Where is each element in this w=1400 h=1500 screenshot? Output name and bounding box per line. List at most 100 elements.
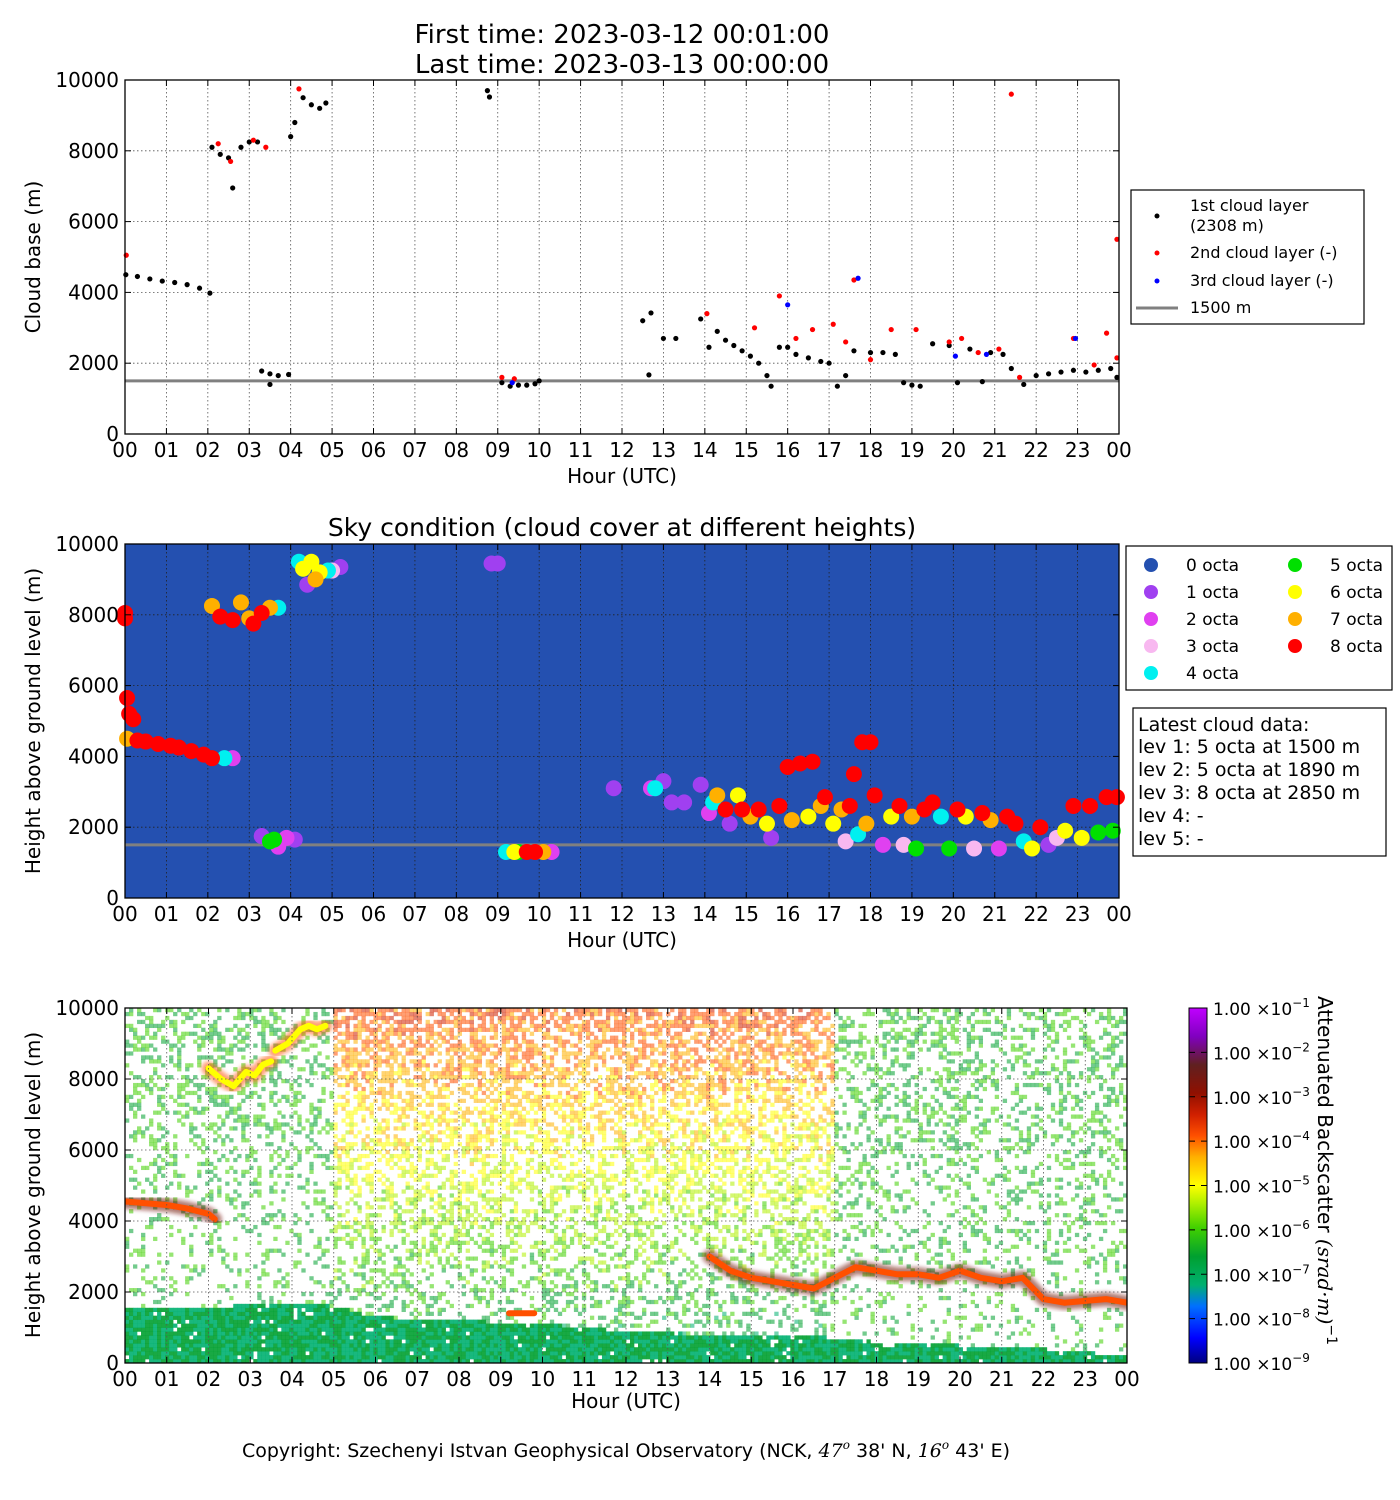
backscatter-cell: [501, 1106, 507, 1111]
backscatter-cell: [529, 1331, 535, 1336]
backscatter-cell: [349, 1157, 354, 1163]
backscatter-cell: [233, 1217, 238, 1222]
backscatter-cell: [133, 1169, 138, 1174]
backscatter-cell: [201, 1315, 206, 1320]
backscatter-cell: [313, 1043, 318, 1048]
backscatter-cell: [157, 1126, 162, 1131]
backscatter-cell: [197, 1272, 202, 1277]
backscatter-cell: [353, 1236, 358, 1242]
backscatter-cell: [421, 1335, 426, 1340]
backscatter-cell: [305, 1299, 310, 1305]
backscatter-cell: [309, 1071, 314, 1076]
backscatter-cell: [393, 1343, 398, 1348]
sky-condition-point-1-octa: [489, 555, 506, 572]
backscatter-cell: [401, 1331, 406, 1336]
backscatter-cell: [537, 1067, 543, 1072]
backscatter-cell: [145, 1224, 150, 1230]
backscatter-cell: [333, 1142, 338, 1147]
backscatter-cell: [373, 1248, 378, 1253]
backscatter-cell: [361, 1252, 366, 1257]
backscatter-cell: [265, 1351, 270, 1356]
backscatter-cell: [169, 1276, 174, 1281]
backscatter-cell: [249, 1059, 254, 1064]
x-tick-label: 04: [278, 438, 303, 462]
backscatter-cell: [473, 1138, 479, 1143]
backscatter-cell: [133, 1102, 138, 1107]
backscatter-cell: [193, 1126, 198, 1131]
backscatter-cell: [389, 1339, 394, 1344]
backscatter-cell: [473, 1339, 479, 1344]
sky-condition-point-8-octa: [779, 759, 796, 776]
cloud-base-point-layer-2: [215, 141, 221, 147]
backscatter-cell: [493, 1260, 499, 1265]
backscatter-cell: [189, 1359, 194, 1363]
backscatter-cell: [541, 1031, 547, 1036]
backscatter-cell: [181, 1240, 186, 1245]
backscatter-cell: [149, 1043, 154, 1048]
backscatter-cell: [181, 1122, 186, 1127]
backscatter-cell: [205, 1169, 210, 1174]
backscatter-cell: [397, 1011, 402, 1017]
backscatter-cell: [209, 1035, 214, 1040]
x-tick-label: 17: [816, 438, 841, 462]
backscatter-cell: [537, 1189, 543, 1194]
sky-condition-point-8-octa: [949, 801, 966, 818]
backscatter-cell: [161, 1094, 166, 1100]
backscatter-cell: [405, 1256, 410, 1261]
backscatter-cell: [285, 1323, 290, 1328]
backscatter-cell: [257, 1008, 262, 1013]
backscatter-cell: [357, 1019, 362, 1025]
backscatter-cell: [385, 1106, 390, 1111]
backscatter-cell: [333, 1134, 338, 1139]
backscatter-cell: [441, 1019, 446, 1025]
backscatter-cell: [377, 1122, 382, 1127]
backscatter-cell: [489, 1276, 495, 1281]
backscatter-cell: [225, 1098, 230, 1103]
backscatter-cell: [289, 1351, 294, 1356]
backscatter-cell: [525, 1339, 531, 1344]
backscatter-cell: [397, 1343, 402, 1348]
backscatter-cell: [533, 1138, 539, 1143]
backscatter-cell: [281, 1351, 286, 1356]
sky-condition-point-8-octa: [974, 805, 991, 822]
backscatter-cell: [533, 1244, 539, 1249]
x-tick-label: 19: [899, 902, 924, 926]
backscatter-cell: [201, 1035, 206, 1040]
backscatter-cell: [401, 1240, 406, 1245]
backscatter-cell: [469, 1027, 474, 1032]
backscatter-cell: [505, 1331, 511, 1336]
backscatter-cell: [533, 1094, 539, 1100]
backscatter-cell: [445, 1027, 450, 1032]
backscatter-cell: [509, 1063, 515, 1068]
sky-condition-points: [117, 553, 1125, 860]
backscatter-cell: [341, 1031, 346, 1036]
backscatter-cell: [381, 1331, 386, 1336]
backscatter-cell: [509, 1114, 515, 1119]
backscatter-cell: [397, 1126, 402, 1131]
backscatter-cell: [441, 1292, 446, 1297]
backscatter-cell: [429, 1142, 434, 1147]
backscatter-cell: [489, 1114, 495, 1119]
backscatter-cell: [373, 1323, 378, 1328]
backscatter-cell: [465, 1118, 470, 1123]
backscatter-cell: [473, 1090, 479, 1096]
backscatter-cell: [329, 1323, 334, 1328]
backscatter-cell: [317, 1035, 322, 1040]
backscatter-cell: [301, 1015, 306, 1021]
backscatter-cell: [421, 1079, 426, 1084]
backscatter-cell: [165, 1339, 170, 1344]
backscatter-cell: [493, 1102, 499, 1107]
backscatter-cell: [425, 1118, 430, 1123]
backscatter-cell: [221, 1343, 226, 1348]
backscatter-cell: [525, 1098, 531, 1103]
backscatter-cell: [409, 1343, 414, 1348]
cloud-base-point-layer-1: [646, 372, 652, 378]
backscatter-cell: [249, 1153, 254, 1159]
cloud-base-point-layer-2: [830, 321, 836, 327]
backscatter-cell: [157, 1335, 162, 1340]
backscatter-cell: [425, 1051, 430, 1056]
backscatter-cell: [429, 1150, 434, 1155]
backscatter-cell: [477, 1331, 483, 1336]
backscatter-cell: [365, 1161, 370, 1167]
backscatter-cell: [221, 1355, 226, 1360]
